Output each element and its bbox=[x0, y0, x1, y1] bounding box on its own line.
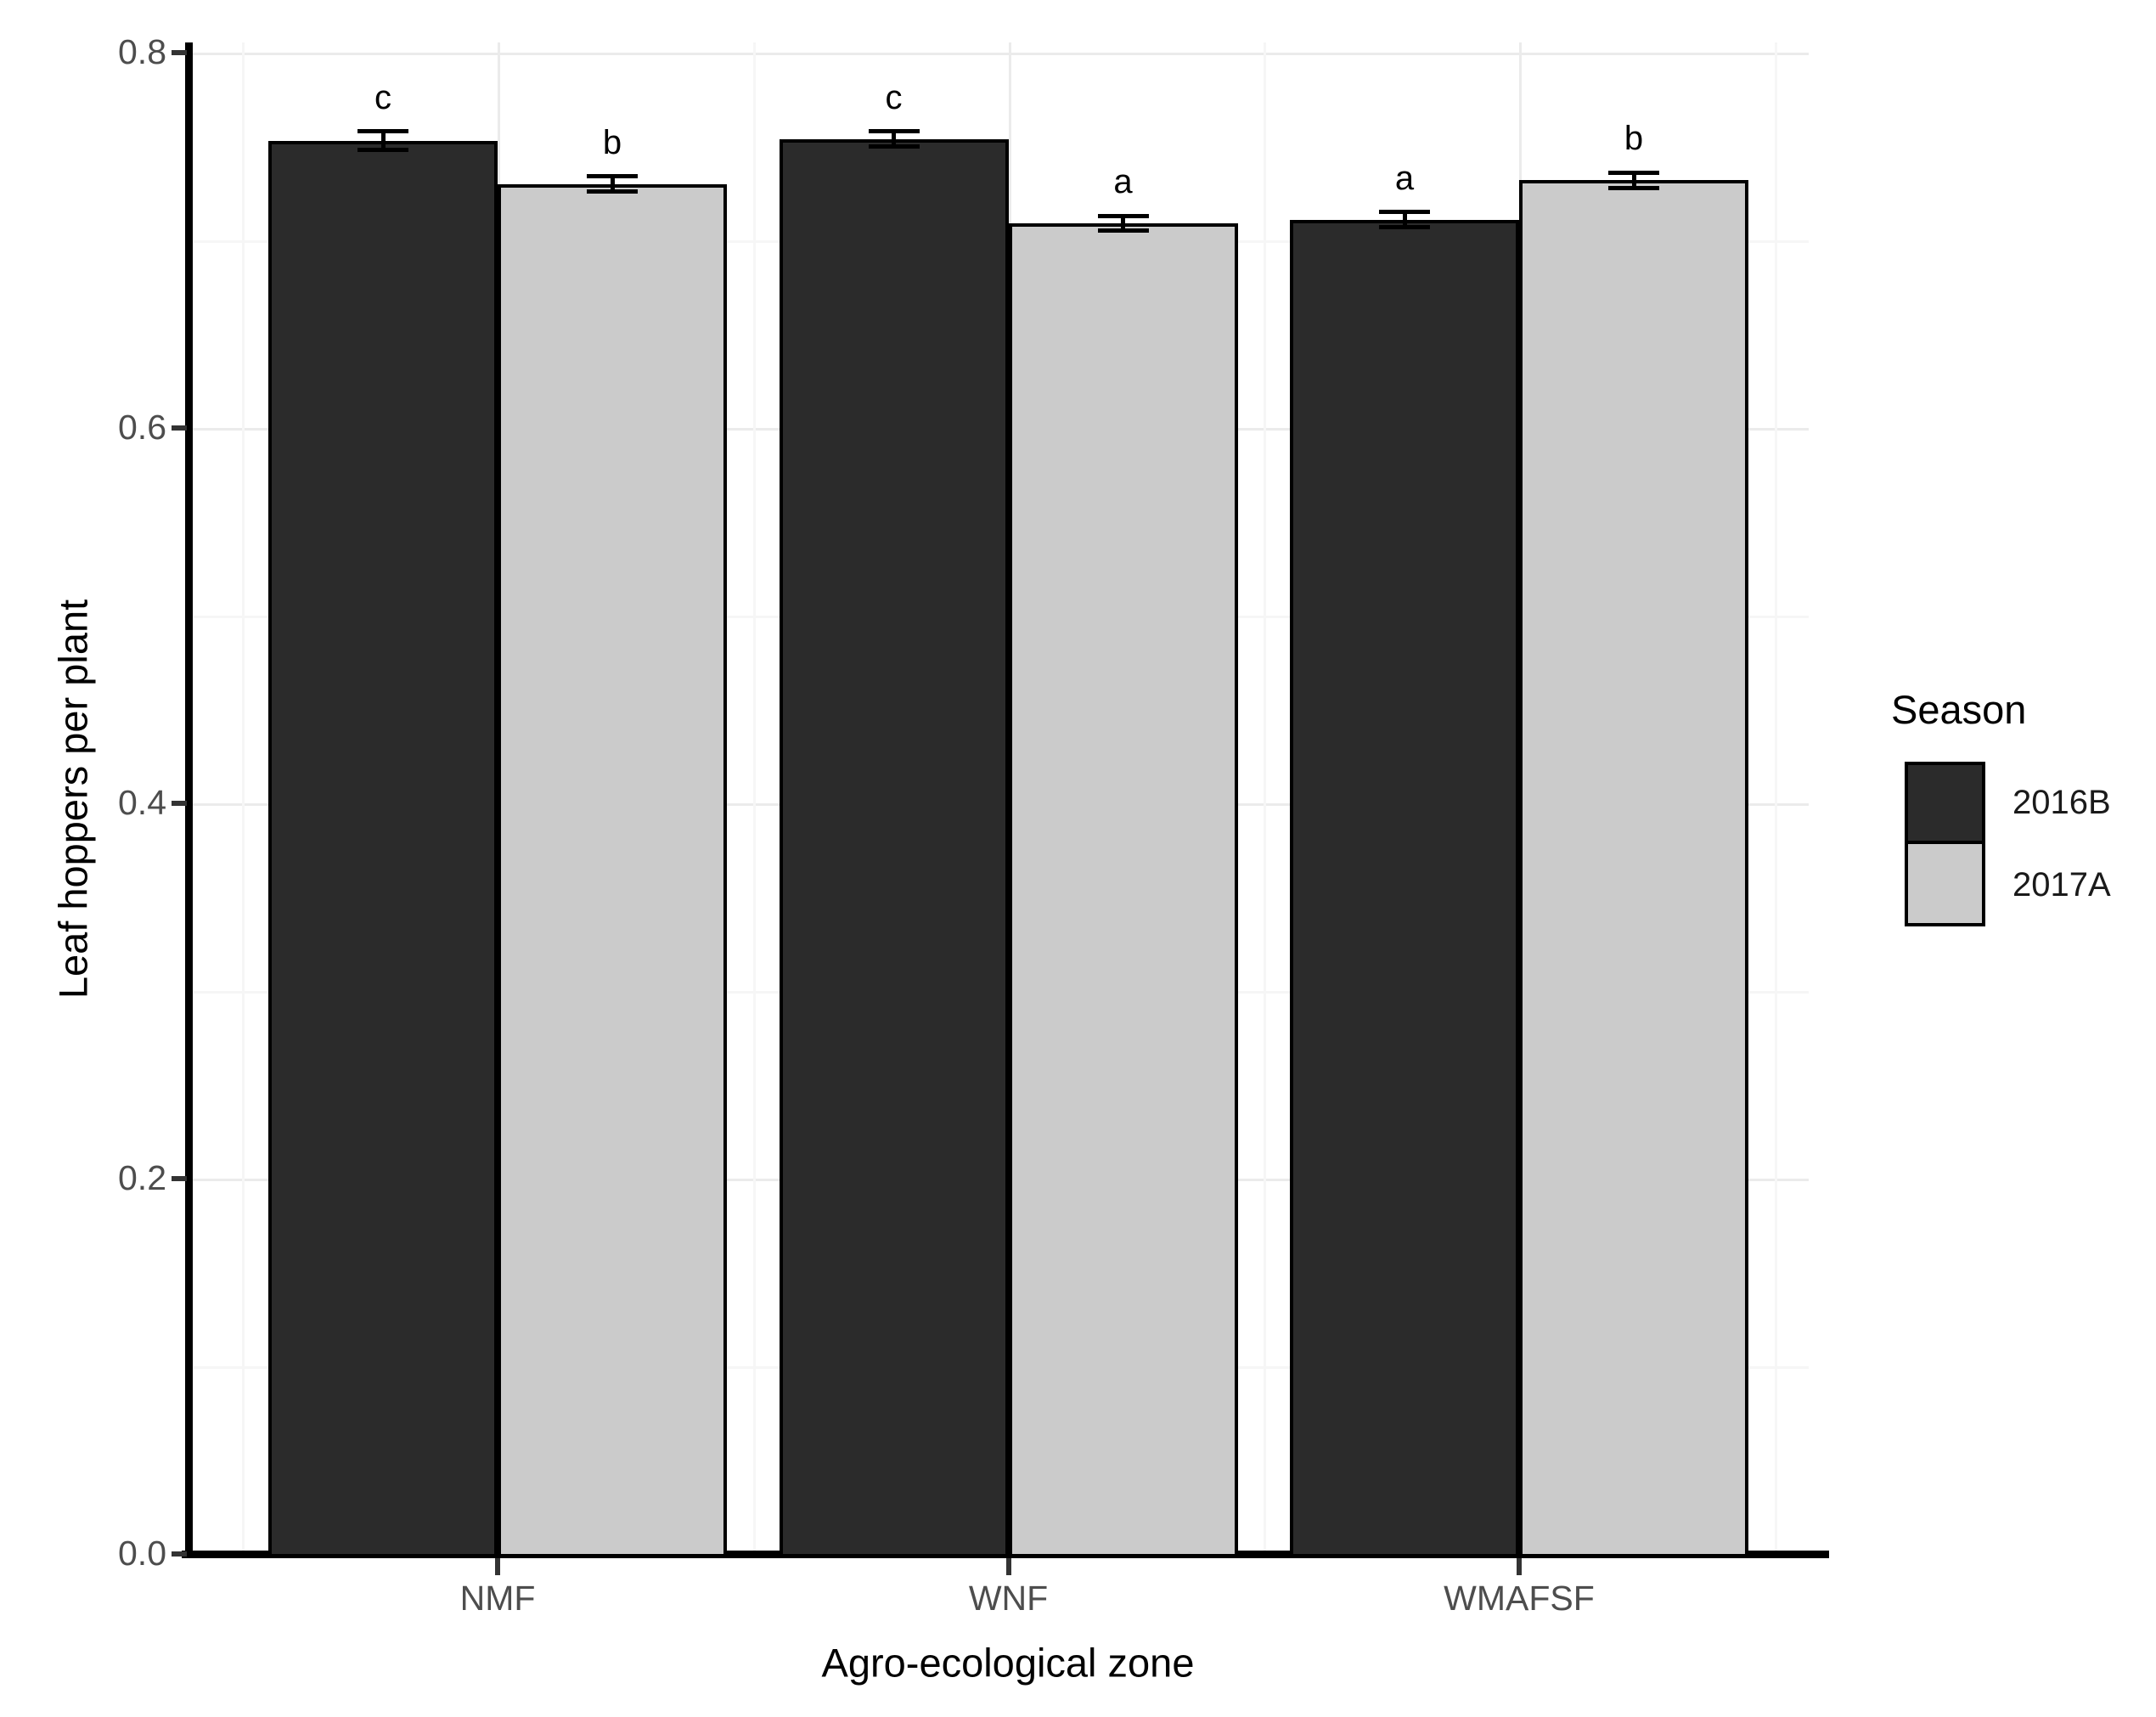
legend-title: Season bbox=[1891, 687, 2027, 732]
y-tick-mark bbox=[172, 1551, 187, 1557]
bar-2016B-WNF bbox=[779, 138, 1009, 1557]
legend-key-2017A: 2017A bbox=[1905, 844, 2111, 926]
bar-2016B-WMAFSF bbox=[1290, 219, 1519, 1557]
y-axis-line bbox=[185, 42, 193, 1558]
gridline-minor-vertical bbox=[752, 42, 756, 1554]
y-tick-mark bbox=[172, 425, 187, 431]
error-bar-stem bbox=[1631, 172, 1636, 189]
error-bar-cap bbox=[587, 189, 638, 194]
gridline-major-horizontal bbox=[189, 53, 1809, 55]
significance-letter: b bbox=[1624, 120, 1644, 158]
x-axis-title: Agro-ecological zone bbox=[821, 1640, 1195, 1686]
error-bar-cap bbox=[868, 144, 920, 149]
y-tick-mark bbox=[172, 50, 187, 55]
error-bar-cap bbox=[1608, 170, 1659, 175]
significance-letter: c bbox=[885, 78, 903, 116]
x-tick-label: WNF bbox=[968, 1579, 1049, 1618]
bar-2017A-WMAFSF bbox=[1519, 180, 1748, 1557]
x-tick-label: NMF bbox=[459, 1579, 536, 1618]
legend-swatch-2017A bbox=[1905, 844, 1985, 926]
legend-label-2016B: 2016B bbox=[2012, 784, 2111, 821]
significance-letter: a bbox=[1394, 159, 1415, 197]
gridline-minor-vertical bbox=[242, 42, 245, 1554]
error-bar-cap bbox=[1097, 213, 1149, 218]
x-tick-label: WMAFSF bbox=[1444, 1579, 1595, 1618]
error-bar-stem bbox=[892, 131, 896, 147]
gridline-minor-vertical bbox=[1264, 42, 1267, 1554]
x-tick-mark bbox=[495, 1558, 500, 1575]
y-tick-label: 0.4 bbox=[118, 783, 166, 822]
significance-letter: b bbox=[602, 123, 622, 161]
error-bar-cap bbox=[868, 129, 920, 134]
error-bar-cap bbox=[1379, 210, 1430, 215]
error-bar-stem bbox=[380, 131, 386, 150]
gridline-minor-vertical bbox=[1774, 42, 1777, 1554]
y-tick-label: 0.6 bbox=[118, 408, 166, 447]
y-tick-mark bbox=[172, 1176, 187, 1181]
legend: Season 2016B 2017A bbox=[1891, 686, 2111, 926]
error-bar-cap bbox=[357, 129, 408, 134]
y-tick-mark bbox=[172, 801, 187, 806]
bar-2016B-NMF bbox=[268, 140, 498, 1557]
y-tick-label: 0.2 bbox=[118, 1158, 166, 1197]
error-bar-stem bbox=[1121, 216, 1125, 231]
bar-2017A-WNF bbox=[1008, 223, 1238, 1557]
x-tick-mark bbox=[1517, 1558, 1522, 1575]
significance-letter: c bbox=[374, 78, 391, 116]
error-bar-stem bbox=[1402, 211, 1407, 228]
legend-swatch-2016B bbox=[1905, 762, 1985, 844]
error-bar-cap bbox=[587, 174, 638, 179]
significance-letter: a bbox=[1113, 163, 1133, 201]
y-tick-label: 0.8 bbox=[118, 32, 166, 71]
error-bar-cap bbox=[1379, 225, 1430, 230]
y-tick-label: 0.0 bbox=[118, 1534, 166, 1573]
error-bar-cap bbox=[357, 148, 408, 153]
x-tick-mark bbox=[1005, 1558, 1011, 1575]
y-axis-title: Leaf hoppers per plant bbox=[50, 599, 96, 999]
legend-keys: 2016B 2017A bbox=[1905, 762, 2111, 926]
error-bar-cap bbox=[1608, 185, 1659, 190]
bar-2017A-NMF bbox=[498, 183, 727, 1557]
error-bar-cap bbox=[1097, 228, 1149, 234]
legend-label-2017A: 2017A bbox=[2012, 866, 2111, 904]
legend-key-2016B: 2016B bbox=[1905, 762, 2111, 844]
error-bar-stem bbox=[610, 176, 615, 192]
